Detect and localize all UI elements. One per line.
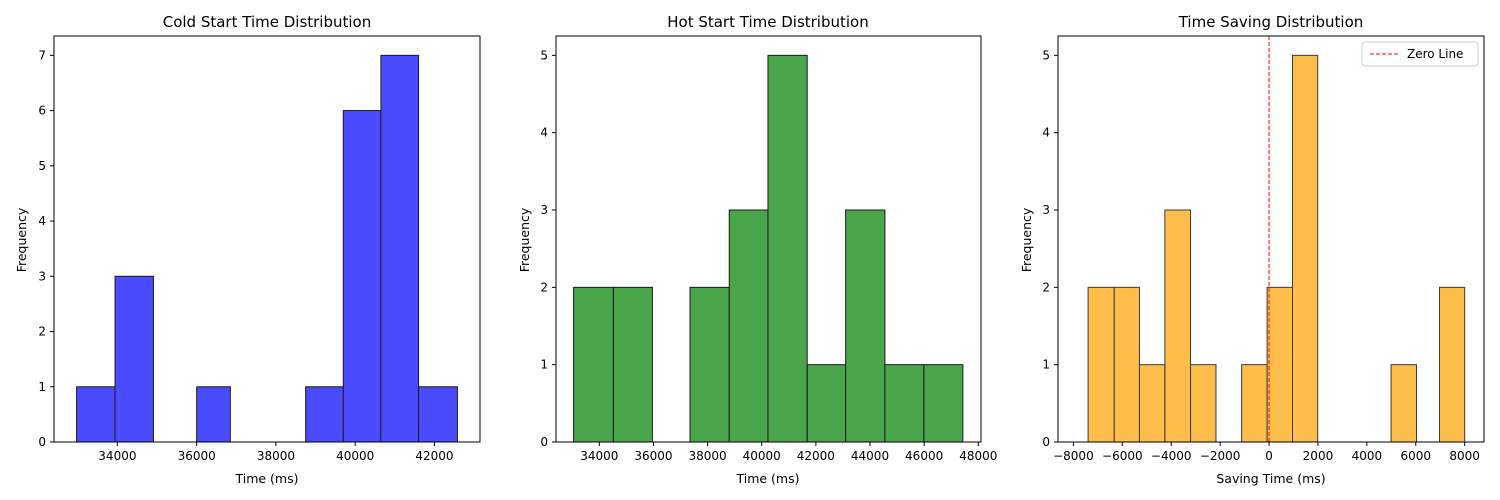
y-tick-label: 1 [540, 358, 548, 372]
y-tick-label: 4 [540, 126, 548, 140]
y-axis-ticks: 0 1 2 3 4 5 [540, 48, 556, 449]
histogram-bar [114, 275, 154, 443]
x-tick-label: 6000 [1400, 449, 1431, 463]
x-tick-label: 42000 [415, 449, 453, 463]
y-tick-label: 2 [38, 325, 46, 339]
histogram-bar [1113, 286, 1140, 443]
x-tick-label: 34000 [98, 449, 136, 463]
legend-label: Zero Line [1407, 47, 1463, 61]
histogram-bar [573, 286, 614, 443]
histogram-bar [689, 286, 730, 443]
x-tick-label: 46000 [905, 449, 943, 463]
x-tick-label: 0 [1265, 449, 1273, 463]
hot-start-histogram: Hot Start Time Distribution Time (ms) Fr… [517, 13, 997, 486]
x-tick-label: 40000 [743, 449, 781, 463]
histogram-bar [1390, 364, 1418, 443]
histogram-bar [923, 364, 964, 443]
y-tick-label: 1 [1042, 358, 1050, 372]
x-tick-label: 48000 [959, 449, 997, 463]
x-tick-label: 4000 [1352, 449, 1383, 463]
x-axis-label: Time (ms) [735, 471, 799, 486]
y-tick-label: 0 [38, 435, 46, 449]
histogram-bar [1266, 286, 1294, 443]
histogram-bar [76, 386, 116, 443]
y-tick-label: 5 [540, 48, 548, 62]
y-axis-label: Frequency [1019, 207, 1034, 272]
x-tick-label: 40000 [336, 449, 374, 463]
cold-start-histogram: Cold Start Time Distribution Time (ms) F… [14, 13, 481, 486]
legend-box [1361, 41, 1479, 67]
y-tick-label: 5 [38, 159, 46, 173]
y-tick-label: 3 [1042, 203, 1050, 217]
plot-frame [1057, 35, 1485, 443]
y-axis-ticks: 0 1 2 3 4 5 6 7 [38, 48, 54, 449]
y-tick-label: 7 [38, 48, 46, 62]
x-tick-label: 38000 [688, 449, 726, 463]
y-tick-label: 4 [38, 214, 46, 228]
x-tick-label: −6000 [1102, 449, 1143, 463]
y-tick-label: 5 [1042, 48, 1050, 62]
legend: Zero Line [1361, 41, 1479, 67]
plot-frame [555, 35, 982, 443]
x-axis-ticks: 34000 36000 38000 40000 42000 44000 46000 48000 [580, 442, 997, 463]
histogram-bar [418, 386, 458, 443]
y-axis-label: Frequency [517, 207, 532, 272]
y-tick-label: 4 [1042, 126, 1050, 140]
histogram-bar [1438, 286, 1466, 443]
histogram-bar [380, 54, 420, 443]
histogram-bar [305, 386, 344, 443]
y-tick-label: 1 [38, 380, 46, 394]
y-tick-label: 0 [540, 435, 548, 449]
histogram-bar [342, 110, 382, 443]
histogram-bars [76, 54, 458, 443]
histogram-bar [884, 364, 925, 443]
histogram-bar [806, 364, 847, 443]
x-tick-label: 38000 [257, 449, 295, 463]
histogram-bar [1190, 364, 1217, 443]
x-tick-label: 34000 [580, 449, 618, 463]
time-saving-histogram: Time Saving Distribution Saving Time (ms… [1019, 13, 1485, 486]
plot-frame [53, 35, 481, 443]
chart-title: Time Saving Distribution [1178, 13, 1364, 31]
x-tick-label: 36000 [178, 449, 216, 463]
histogram-bar [767, 54, 808, 443]
x-axis-label: Time (ms) [234, 471, 298, 486]
histogram-bar [728, 209, 769, 443]
histogram-bar [1292, 54, 1319, 443]
x-tick-label: −8000 [1053, 449, 1094, 463]
x-tick-label: 2000 [1303, 449, 1334, 463]
x-tick-label: 42000 [797, 449, 835, 463]
x-axis-ticks: 34000 36000 38000 40000 42000 [98, 442, 454, 463]
x-axis-ticks: −8000 −6000 −4000 −2000 0 2000 4000 6000 8000 [1053, 442, 1480, 463]
y-tick-label: 3 [38, 269, 46, 283]
histogram-bar [1087, 286, 1115, 443]
histogram-bar [1138, 364, 1166, 443]
histogram-bar [1241, 364, 1268, 443]
y-tick-label: 2 [540, 280, 548, 294]
x-tick-label: 44000 [851, 449, 889, 463]
chart-title: Cold Start Time Distribution [163, 13, 372, 31]
x-tick-label: −2000 [1200, 449, 1241, 463]
y-axis-label: Frequency [14, 207, 29, 272]
y-tick-label: 3 [540, 203, 548, 217]
histogram-bar [196, 386, 231, 443]
histogram-bar [845, 209, 886, 443]
x-tick-label: 36000 [634, 449, 672, 463]
y-axis-ticks: 0 1 2 3 4 5 [1042, 48, 1058, 449]
histogram-bars [573, 54, 964, 443]
histogram-bar [612, 286, 653, 443]
chart-title: Hot Start Time Distribution [667, 13, 869, 31]
y-tick-label: 2 [1042, 280, 1050, 294]
histogram-bar [1164, 209, 1192, 443]
y-tick-label: 0 [1042, 435, 1050, 449]
x-axis-label: Saving Time (ms) [1216, 471, 1325, 486]
x-tick-label: −4000 [1151, 449, 1192, 463]
y-tick-label: 6 [38, 104, 46, 118]
x-tick-label: 8000 [1449, 449, 1480, 463]
